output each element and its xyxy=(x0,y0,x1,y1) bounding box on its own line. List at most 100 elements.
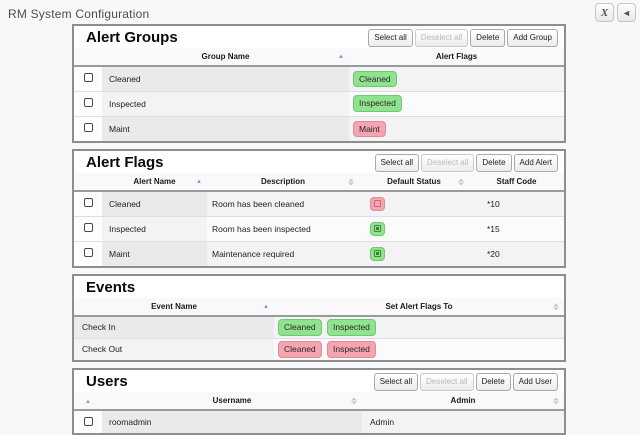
row-checkbox[interactable] xyxy=(83,198,93,208)
select-column-header xyxy=(74,48,102,67)
sort-both-icon xyxy=(348,178,354,185)
deselect-all-button[interactable]: Deselect all xyxy=(421,153,475,172)
table-row[interactable]: Check Out Cleaned Inspected xyxy=(74,338,564,360)
alert-name-column-header[interactable]: Alert Name ▲ xyxy=(102,173,207,192)
flag-badge: Cleaned xyxy=(353,70,397,87)
table-row[interactable]: Cleaned Room has been cleaned *10 xyxy=(74,191,564,217)
add-user-button[interactable]: Add User xyxy=(512,372,558,391)
description-header-label: Description xyxy=(260,177,305,186)
alert-flags-title: Alert Flags xyxy=(86,154,164,171)
event-name-cell: Check Out xyxy=(74,338,274,360)
default-status-column-header[interactable]: Default Status xyxy=(359,173,469,192)
deselect-all-button[interactable]: Deselect all xyxy=(420,372,474,391)
staff-code-cell: *20 xyxy=(469,241,564,266)
unchecked-box-icon xyxy=(374,200,381,208)
description-cell: Room has been cleaned xyxy=(207,191,359,217)
description-column-header[interactable]: Description xyxy=(207,173,359,192)
description-cell: Maintenance required xyxy=(207,241,359,266)
window-controls: X ◄ xyxy=(595,3,636,22)
config-panels: Alert Groups Select all Deselect all Del… xyxy=(72,24,566,435)
table-row[interactable]: Cleaned Cleaned xyxy=(74,66,564,92)
delete-button[interactable]: Delete xyxy=(475,372,511,391)
delete-button[interactable]: Delete xyxy=(476,153,512,172)
back-button[interactable]: ◄ xyxy=(617,3,636,22)
select-all-button[interactable]: Select all xyxy=(374,153,420,172)
flag-badge: Cleaned xyxy=(278,341,322,358)
events-table: Event Name ▲ Set Alert Flags To Check In… xyxy=(74,298,564,360)
row-checkbox[interactable] xyxy=(83,248,93,258)
add-alert-button[interactable]: Add Alert xyxy=(513,153,558,172)
alert-name-cell: Inspected xyxy=(102,216,207,242)
flag-badge: Maint xyxy=(353,120,386,137)
delete-button[interactable]: Delete xyxy=(470,28,506,47)
event-name-column-header[interactable]: Event Name ▲ xyxy=(74,298,274,317)
page-title: RM System Configuration xyxy=(8,7,150,21)
row-checkbox[interactable] xyxy=(83,98,93,107)
set-alert-flags-column-header[interactable]: Set Alert Flags To xyxy=(274,298,564,317)
alert-groups-title: Alert Groups xyxy=(86,29,178,46)
set-alert-flags-header-label: Set Alert Flags To xyxy=(385,302,453,311)
select-all-button[interactable]: Select all xyxy=(373,372,419,391)
staff-code-header-label: Staff Code xyxy=(496,177,537,186)
events-title: Events xyxy=(86,279,136,296)
group-name-cell: Maint xyxy=(102,116,349,141)
events-panel: Events Event Name ▲ Set Alert Flags To xyxy=(72,274,566,362)
admin-cell: Admin xyxy=(362,410,564,433)
alert-flags-header-label: Alert Flags xyxy=(435,52,478,61)
default-status-badge xyxy=(370,246,385,261)
staff-code-cell: *15 xyxy=(469,216,564,242)
table-row[interactable]: Check In Cleaned Inspected xyxy=(74,316,564,339)
group-name-cell: Inspected xyxy=(102,91,349,117)
sort-both-icon xyxy=(351,397,357,404)
select-column-header xyxy=(74,173,102,192)
checked-box-icon xyxy=(374,225,381,232)
table-row[interactable]: Maint Maintenance required *20 xyxy=(74,241,564,266)
alert-flags-column-header[interactable]: Alert Flags xyxy=(349,48,564,67)
sort-asc-icon: ▲ xyxy=(85,399,91,405)
alert-name-header-label: Alert Name xyxy=(133,177,176,186)
alert-flags-toolbar: Select all Deselect all Delete Add Alert xyxy=(374,153,558,172)
username-cell: roomadmin xyxy=(102,410,362,433)
description-cell: Room has been inspected xyxy=(207,216,359,242)
table-row[interactable]: roomadmin Admin xyxy=(74,410,564,433)
default-status-badge xyxy=(370,196,385,211)
sort-asc-icon: ▲ xyxy=(338,53,344,60)
staff-code-cell: *10 xyxy=(469,191,564,217)
username-column-header[interactable]: Username xyxy=(102,392,362,411)
sort-asc-icon: ▲ xyxy=(196,178,202,185)
staff-code-column-header[interactable]: Staff Code xyxy=(469,173,564,192)
alert-name-cell: Cleaned xyxy=(102,191,207,217)
row-checkbox[interactable] xyxy=(83,73,93,83)
select-column-header[interactable]: ▲ xyxy=(74,392,102,411)
table-row[interactable]: Maint Maint xyxy=(74,116,564,141)
admin-column-header[interactable]: Admin xyxy=(362,392,564,411)
row-checkbox[interactable] xyxy=(83,223,93,232)
users-title: Users xyxy=(86,373,128,390)
alert-groups-table: Group Name ▲ Alert Flags Cleaned Cleaned xyxy=(74,48,564,141)
flag-badge: Inspected xyxy=(327,341,376,358)
add-group-button[interactable]: Add Group xyxy=(507,28,558,47)
alert-groups-panel: Alert Groups Select all Deselect all Del… xyxy=(72,24,566,143)
close-button[interactable]: X xyxy=(595,3,614,22)
sort-both-icon xyxy=(553,397,559,404)
row-checkbox[interactable] xyxy=(83,123,93,133)
alert-groups-toolbar: Select all Deselect all Delete Add Group xyxy=(368,28,558,47)
default-status-header-label: Default Status xyxy=(387,177,441,186)
sort-both-icon xyxy=(458,178,464,185)
username-header-label: Username xyxy=(212,396,252,405)
alert-flags-panel: Alert Flags Select all Deselect all Dele… xyxy=(72,149,566,268)
flag-badge: Inspected xyxy=(353,95,402,112)
event-name-header-label: Event Name xyxy=(151,302,197,311)
default-status-badge xyxy=(370,221,385,236)
event-name-cell: Check In xyxy=(74,316,274,339)
users-panel: Users Select all Deselect all Delete Add… xyxy=(72,368,566,435)
select-all-button[interactable]: Select all xyxy=(368,28,413,47)
deselect-all-button[interactable]: Deselect all xyxy=(414,28,469,47)
users-toolbar: Select all Deselect all Delete Add User xyxy=(373,372,558,391)
users-table: ▲ Username Admin roomadmin Admin xyxy=(74,392,564,433)
sort-both-icon xyxy=(553,303,559,310)
group-name-column-header[interactable]: Group Name ▲ xyxy=(102,48,349,67)
table-row[interactable]: Inspected Room has been inspected *15 xyxy=(74,216,564,242)
table-row[interactable]: Inspected Inspected xyxy=(74,91,564,117)
flag-badge: Cleaned xyxy=(278,319,322,336)
